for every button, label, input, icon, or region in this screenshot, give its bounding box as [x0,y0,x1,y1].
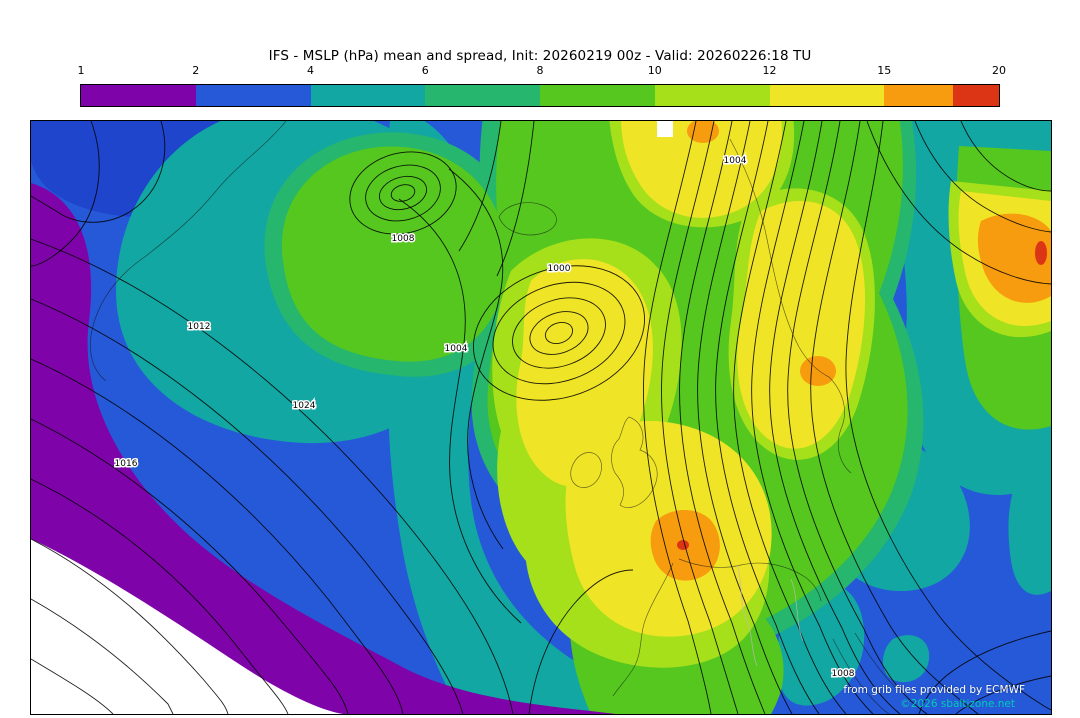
copyright-text: ©2026 sbaltizone.net [900,698,1015,710]
colorbar-tick-label: 2 [192,64,200,77]
colorbar-tick-label: 6 [421,64,429,77]
colorbar-segment [953,85,999,106]
low-center-rings [473,265,645,401]
colorbar-segment [81,85,196,106]
colorbar-tick-label: 15 [877,64,892,77]
isobar-value-label: 1004 [445,344,468,354]
colorbar-segment [195,85,311,106]
isobar-value-label: 1000 [548,264,571,274]
map-top-notch [657,121,673,137]
isobar-value-label: 1004 [724,156,747,166]
spread-red [677,241,1047,550]
ecmwf-credit: from grib files provided by ECMWF [843,684,1025,696]
colorbar-tick-label: 12 [762,64,777,77]
spread-fill-layer [31,121,1051,714]
isobar-value-label: 1024 [293,401,316,411]
colorbar-tick-label: 4 [307,64,314,77]
isobar-value-label: 1008 [832,669,855,679]
map-frame: 1004 1024 1008 1000 1004 1012 1016 1008 from gr… [30,120,1052,715]
isobar-labels: 1004 1024 1008 1000 1004 1012 1016 1008 [113,155,856,681]
colorbar-segment [310,85,426,106]
coastlines [90,121,898,714]
colorbar-tick-label: 20 [992,64,1006,77]
colorbar-segment [769,85,885,106]
isobar-value-label: 1016 [115,459,138,469]
colorbar-tick-label: 8 [536,64,544,77]
colorbar-tick-labels: 1 2 4 6 8 10 12 15 20 [77,64,1007,78]
weather-map: 1004 1024 1008 1000 1004 1012 1016 1008 [31,121,1051,714]
colorbar-segment [540,85,655,106]
colorbar-segment [884,85,954,106]
isobar-contours [31,121,1051,714]
colorbar [80,84,1000,107]
colorbar-segment [654,85,770,106]
low-nw-rings [349,151,457,235]
colorbar-tick-label: 1 [77,64,85,77]
chart-title: IFS - MSLP (hPa) mean and spread, Init: … [268,48,812,64]
isobar-value-label: 1008 [392,234,415,244]
spread-white-wedge [31,539,343,714]
isobar-value-label: 1012 [188,322,211,332]
colorbar-tick-label: 10 [647,64,662,77]
colorbar-segment [425,85,540,106]
